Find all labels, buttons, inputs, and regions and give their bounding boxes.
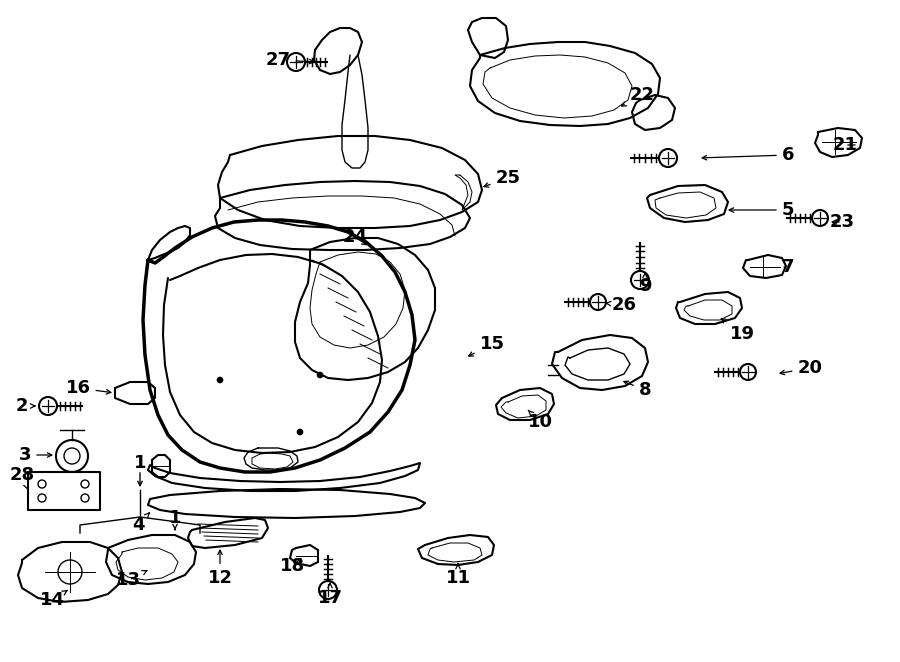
Text: 24: 24 <box>343 228 367 246</box>
Text: 20: 20 <box>780 359 823 377</box>
Text: 5: 5 <box>729 201 794 219</box>
Text: 22: 22 <box>622 86 654 106</box>
Text: 1: 1 <box>134 454 147 472</box>
Text: 15: 15 <box>469 335 505 356</box>
Circle shape <box>317 372 323 378</box>
Text: 11: 11 <box>446 563 471 587</box>
Text: 16: 16 <box>66 379 111 397</box>
Text: 26: 26 <box>606 296 636 314</box>
Text: 1: 1 <box>169 509 181 530</box>
Text: 7: 7 <box>782 258 794 276</box>
Text: 17: 17 <box>318 583 343 607</box>
Text: 19: 19 <box>721 318 754 343</box>
Text: 23: 23 <box>830 213 854 231</box>
Text: 14: 14 <box>40 591 68 609</box>
Text: 18: 18 <box>279 557 304 575</box>
Text: 2: 2 <box>16 397 35 415</box>
Text: 9: 9 <box>639 273 652 295</box>
Text: 28: 28 <box>9 466 34 489</box>
Text: 12: 12 <box>208 550 232 587</box>
Text: 25: 25 <box>484 169 520 187</box>
Text: 4: 4 <box>131 513 149 534</box>
Text: 27: 27 <box>266 51 314 69</box>
Text: 8: 8 <box>624 381 652 399</box>
Text: 13: 13 <box>115 571 147 589</box>
Text: 21: 21 <box>832 136 858 154</box>
Text: 10: 10 <box>527 410 553 431</box>
Text: 6: 6 <box>702 146 794 164</box>
Circle shape <box>217 377 223 383</box>
Text: 3: 3 <box>19 446 52 464</box>
Circle shape <box>297 429 303 435</box>
